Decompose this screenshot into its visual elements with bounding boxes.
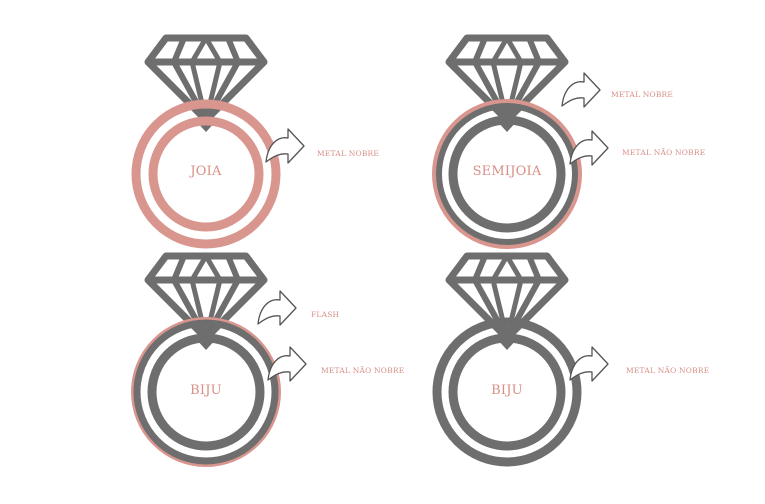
curved-arrow-icon [265, 128, 305, 164]
curved-arrow-icon [257, 290, 297, 326]
ring-outer-band [432, 317, 582, 467]
layer-label-biju-metal-nao-nobre: METAL NÃO NOBRE [626, 366, 710, 375]
ring-label-biju-flash: BIJU [190, 383, 222, 398]
layer-label-semijoia-metal-nobre: METAL NOBRE [611, 90, 674, 99]
ring-outer-band [131, 99, 281, 249]
ring-inner-band [147, 333, 265, 451]
curved-arrow-icon [569, 130, 609, 166]
ring-flash-band [131, 317, 281, 467]
curved-arrow-icon [569, 346, 609, 382]
layer-label-biju-flash: FLASH [311, 310, 340, 319]
ring-label-semijoia: SEMIJOIA [472, 164, 542, 179]
layer-label-joia-metal-nobre: METAL NOBRE [317, 149, 380, 158]
curved-arrow-icon [561, 72, 601, 108]
curved-arrow-icon [267, 346, 307, 382]
ring-outer-band [436, 103, 578, 245]
ring-label-biju: BIJU [491, 383, 523, 398]
ring-plating-band [432, 99, 582, 249]
ring-outer-band [133, 319, 279, 465]
ring-inner-band [448, 115, 566, 233]
layer-label-semijoia-metal-nao-nobre: METAL NÃO NOBRE [622, 148, 706, 157]
ring-inner-band [448, 333, 566, 451]
ring-inner-band [148, 116, 264, 232]
ring-label-joia: JOIA [190, 164, 222, 179]
layer-label-biju-flash-metal-nao-nobre: METAL NÃO NOBRE [321, 366, 405, 375]
